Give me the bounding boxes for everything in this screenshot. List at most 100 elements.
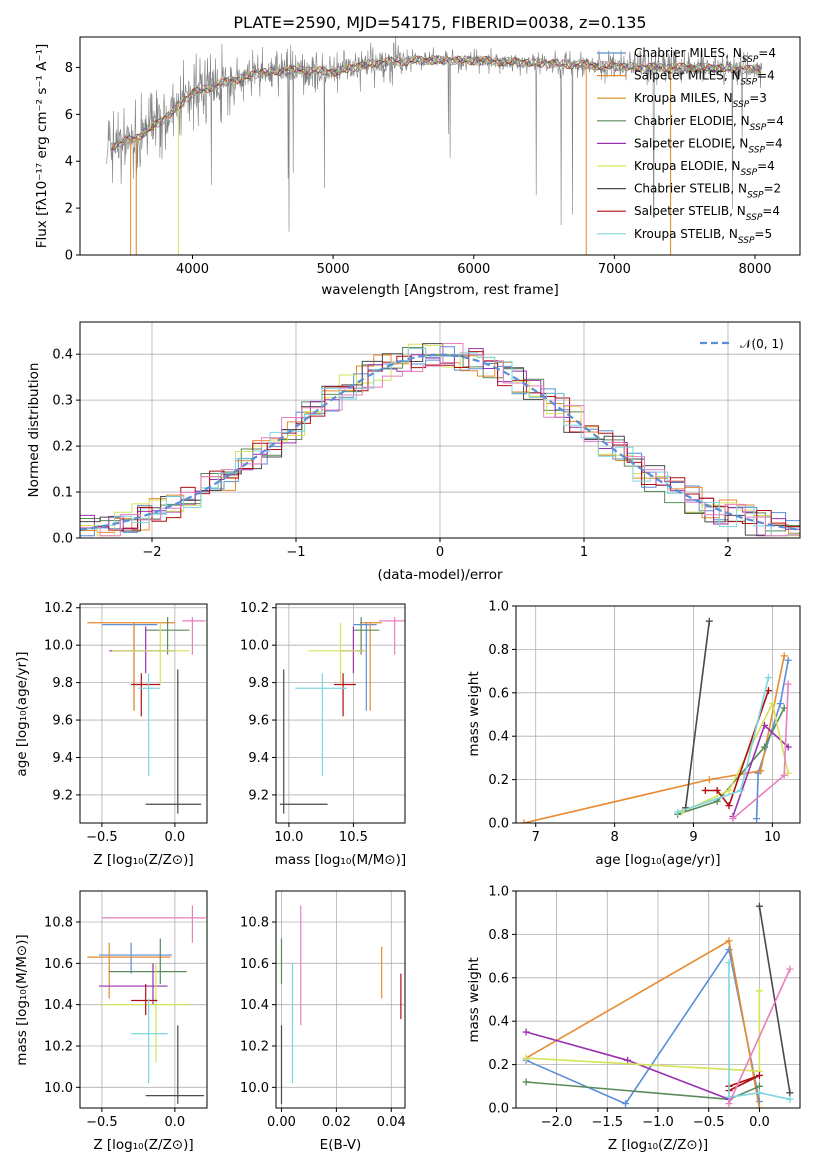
y-tick-label: 0.0 xyxy=(488,817,509,832)
x-axis-label: Z [log₁₀(Z/Z⊙)] xyxy=(93,1137,193,1153)
y-tick-label: 10.4 xyxy=(240,998,269,1013)
error-bar-point xyxy=(379,617,405,655)
plot-area xyxy=(280,905,402,1104)
legend-entry: Kroupa ELODIE, NSSP=4 xyxy=(634,159,775,178)
mass-weight-marker xyxy=(622,1100,630,1108)
y-tick-label: 0.4 xyxy=(488,1015,509,1030)
axes-frame xyxy=(275,890,406,1109)
legend-entry: Kroupa STELIB, NSSP=5 xyxy=(634,227,772,246)
y-axis-label: mass weight xyxy=(466,671,482,756)
legend: 𝒩(0, 1) xyxy=(700,337,784,351)
mass-weight-marker xyxy=(725,959,733,967)
y-tick-label: 10.2 xyxy=(240,601,269,616)
x-tick-label: 4000 xyxy=(176,262,209,277)
y-tick-label: 0 xyxy=(65,249,73,264)
x-tick-label: 0.02 xyxy=(322,1115,351,1130)
x-tick-label: −0.5 xyxy=(86,830,118,845)
legend-entry: Chabrier ELODIE, NSSP=4 xyxy=(634,114,784,133)
mass-weight-marker xyxy=(725,802,733,810)
plot-area xyxy=(80,342,800,537)
y-tick-label: 9.8 xyxy=(52,676,73,691)
legend-entry: Chabrier STELIB, NSSP=2 xyxy=(634,182,781,201)
x-axis-label: wavelength [Angstrom, rest frame] xyxy=(321,282,559,298)
error-bar-point xyxy=(131,984,158,1015)
y-tick-label: 1.0 xyxy=(488,600,509,615)
y-axis-label: Flux [fλ10⁻¹⁷ erg cm⁻² s⁻¹ A⁻¹] xyxy=(34,44,50,249)
mass-weight-line xyxy=(525,947,761,1105)
error-bar-point xyxy=(101,905,206,943)
residual-histogram xyxy=(80,343,800,536)
mass-weight-marker xyxy=(725,786,733,794)
x-tick-label: 5000 xyxy=(317,262,350,277)
plot-area xyxy=(87,905,206,1104)
x-tick-label: 10.0 xyxy=(274,830,303,845)
x-tick-label: −0.5 xyxy=(693,1115,725,1130)
mass-weight-marker xyxy=(755,902,763,910)
x-tick-label: 10 xyxy=(764,830,781,845)
x-tick-label: 6000 xyxy=(457,262,490,277)
x-tick-label: 0 xyxy=(436,545,444,560)
mass-weight-marker xyxy=(764,674,772,682)
y-tick-label: 1.0 xyxy=(488,885,509,900)
x-tick-label: 1 xyxy=(580,545,588,560)
plot-area xyxy=(522,902,794,1108)
x-axis-label: (data-model)/error xyxy=(377,567,503,583)
mass-weight-line xyxy=(526,990,761,1072)
mass-weight-marker xyxy=(761,743,768,751)
mass-weight-marker xyxy=(701,786,709,794)
mass-weight-line xyxy=(677,677,770,813)
y-tick-label: 9.2 xyxy=(52,788,73,803)
x-axis-label: Z [log₁₀(Z/Z⊙)] xyxy=(608,1137,708,1153)
y-tick-label: 10.0 xyxy=(44,639,73,654)
mass-vs-extinction-panel: 0.00 0.02 0.04 10.0 10.2 10.4 10.6 10.8 E(B-V) xyxy=(240,890,406,1153)
y-tick-label: 0.2 xyxy=(488,1058,509,1073)
y-tick-label: 10.0 xyxy=(240,1081,269,1096)
x-tick-label: −1 xyxy=(286,545,305,560)
mass-weight-marker xyxy=(520,819,528,823)
mass-weight-line xyxy=(677,707,785,816)
error-bar-point xyxy=(359,622,382,711)
y-tick-label: 9.6 xyxy=(52,714,73,729)
mass-weight-line xyxy=(684,621,711,808)
mass-weight-marker xyxy=(784,680,792,688)
y-tick-label: 10.8 xyxy=(44,916,73,931)
x-tick-label: 9 xyxy=(689,830,697,845)
y-axis-label: mass weight xyxy=(466,957,482,1042)
axes-frame xyxy=(275,603,406,824)
y-tick-label: 9.4 xyxy=(52,751,73,766)
error-bar-point xyxy=(145,1025,205,1104)
y-tick-label: 0.0 xyxy=(52,532,73,547)
y-tick-label: 0.0 xyxy=(488,1102,509,1117)
mass-weight-marker xyxy=(786,965,794,973)
error-bar-point xyxy=(87,622,175,711)
x-tick-label: 10.5 xyxy=(339,830,368,845)
y-tick-label: 10.6 xyxy=(240,957,269,972)
spectrum-panel: 4000 5000 6000 7000 8000 0 2 4 6 8 wavelength [Ang… xyxy=(34,36,801,298)
y-tick-label: 8 xyxy=(65,61,73,76)
error-bar-point xyxy=(112,622,190,683)
x-axis-label: age [log₁₀(age/yr)] xyxy=(595,852,720,868)
mass-weight-marker xyxy=(764,687,772,695)
x-tick-label: 2 xyxy=(724,545,732,560)
mass-weight-marker xyxy=(786,1089,794,1097)
x-tick-label: −1.5 xyxy=(591,1115,623,1130)
y-tick-label: 0.6 xyxy=(488,686,509,701)
mass-weight-line xyxy=(728,968,791,1105)
y-tick-label: 10.8 xyxy=(240,916,269,931)
mass-weight-line xyxy=(525,939,761,1108)
mass-vs-metallicity-panel: −0.5 0.0 10.0 10.2 10.4 10.6 10.8 Z [log₁₀(Z/Z⊙… xyxy=(14,890,208,1153)
x-tick-label: 0.0 xyxy=(749,1115,770,1130)
y-tick-label: 0.6 xyxy=(488,971,509,986)
y-tick-label: 10.0 xyxy=(240,639,269,654)
mass-weight-marker xyxy=(755,1082,763,1090)
y-axis-label: Normed distribution xyxy=(26,363,42,498)
legend-entry: Salpeter MILES, NSSP=4 xyxy=(634,69,775,88)
model-line xyxy=(110,55,761,151)
residual-histogram xyxy=(80,351,800,531)
error-bar-point xyxy=(308,622,367,683)
mass-weight-marker xyxy=(725,937,733,945)
y-tick-label: 0.4 xyxy=(488,730,509,745)
y-tick-label: 0.1 xyxy=(52,486,73,501)
model-line xyxy=(110,55,761,148)
